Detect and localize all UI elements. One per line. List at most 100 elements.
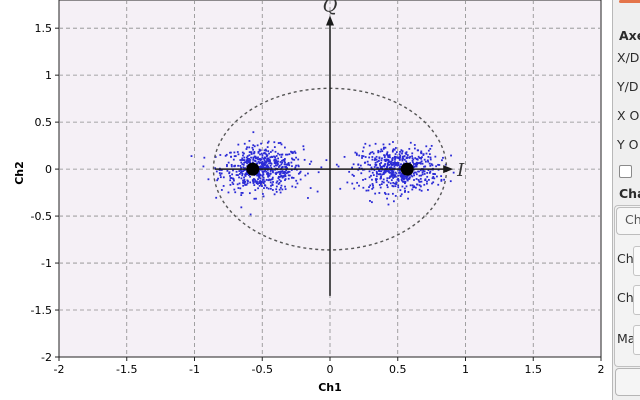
scatter-point xyxy=(433,173,435,175)
scatter-point xyxy=(412,186,415,189)
scatter-point xyxy=(253,197,256,200)
scatter-point xyxy=(267,174,269,177)
scatter-point xyxy=(409,155,411,158)
scatter-point xyxy=(263,180,266,183)
scatter-point xyxy=(278,173,281,176)
scatter-point xyxy=(229,151,231,154)
scatter-point xyxy=(387,181,390,184)
scatter-point xyxy=(248,146,251,149)
scatter-point xyxy=(384,163,386,166)
scatter-point xyxy=(291,165,293,168)
scatter-point xyxy=(281,166,284,169)
scatter-point xyxy=(261,154,264,157)
scatter-point xyxy=(271,176,274,179)
scatter-point xyxy=(290,169,293,171)
scatter-point xyxy=(295,156,297,159)
scatter-point xyxy=(420,180,423,183)
scatter-point xyxy=(362,178,364,181)
scatter-point xyxy=(360,172,363,175)
scatter-point xyxy=(394,162,396,165)
scatter-point xyxy=(283,172,286,174)
scatter-point xyxy=(400,149,403,152)
scatter-point xyxy=(215,196,218,199)
tab-channel[interactable]: Ch xyxy=(616,207,640,235)
scatter-point xyxy=(238,170,241,172)
scatter-point xyxy=(403,177,406,180)
scatter-point xyxy=(272,181,274,183)
panel-bottom-button[interactable] xyxy=(615,368,640,396)
scatter-point xyxy=(386,177,389,180)
scatter-point xyxy=(269,156,272,159)
scatter-point xyxy=(335,163,338,166)
scatter-point xyxy=(396,178,399,181)
scatter-point xyxy=(280,163,283,166)
scatter-point xyxy=(372,184,374,187)
scatter-point xyxy=(368,176,371,179)
scatter-point xyxy=(370,166,373,169)
scatter-point xyxy=(240,171,243,174)
scatter-point xyxy=(265,170,268,173)
channel-row-1-field[interactable] xyxy=(633,246,640,276)
scatter-point xyxy=(429,156,432,159)
scatter-point xyxy=(277,175,280,178)
scatter-point xyxy=(429,147,432,150)
scatter-point xyxy=(232,158,235,161)
scatter-point xyxy=(393,155,396,158)
scatter-point xyxy=(357,163,360,166)
scatter-point xyxy=(233,188,236,191)
scatter-point xyxy=(400,174,403,177)
scatter-point xyxy=(253,155,256,158)
marker-select[interactable] xyxy=(633,325,640,355)
scatter-point xyxy=(404,191,406,193)
scatter-point xyxy=(394,185,397,188)
scatter-point xyxy=(274,160,277,163)
i-axis-label: I xyxy=(456,160,465,181)
scatter-point xyxy=(247,180,249,183)
scatter-point xyxy=(412,161,414,164)
scatter-point xyxy=(243,156,246,159)
scatter-point xyxy=(263,159,266,162)
scatter-point xyxy=(368,170,371,173)
autoscale-checkbox[interactable] xyxy=(619,165,632,178)
x-tick-label: 1.5 xyxy=(525,363,543,376)
scatter-point xyxy=(240,170,243,173)
scatter-point xyxy=(369,164,371,166)
scatter-point xyxy=(237,187,240,189)
scatter-point xyxy=(432,181,435,184)
scatter-point xyxy=(262,173,265,176)
channel-row-2-field[interactable] xyxy=(633,285,640,315)
scatter-point xyxy=(260,161,263,164)
scatter-point xyxy=(392,148,395,151)
scatter-point xyxy=(278,170,280,173)
grid-lines xyxy=(59,0,601,357)
scatter-point xyxy=(277,152,279,155)
scatter-point xyxy=(257,178,259,181)
scatter-point xyxy=(317,171,320,174)
scatter-point xyxy=(245,183,248,186)
scatter-point xyxy=(403,187,406,190)
scatter-point xyxy=(419,169,422,172)
scatter-point xyxy=(216,179,219,182)
scatter-point xyxy=(413,144,416,146)
scatter-point xyxy=(413,171,416,174)
scatter-point xyxy=(267,165,270,168)
scatter-point xyxy=(269,181,272,184)
scatter-point xyxy=(397,178,400,181)
scatter-point xyxy=(264,167,267,169)
scatter-point xyxy=(412,163,415,165)
scatter-point xyxy=(263,170,265,173)
scatter-point xyxy=(273,165,276,168)
scatter-point xyxy=(248,151,251,153)
scatter-point xyxy=(252,159,255,161)
scatter-point xyxy=(278,178,281,181)
scatter-point xyxy=(379,186,382,189)
scatter-point xyxy=(428,172,431,174)
scatter-point xyxy=(252,148,254,151)
scatter-point xyxy=(278,188,281,191)
scatter-point xyxy=(265,149,268,152)
scatter-point xyxy=(398,153,401,156)
scatter-point xyxy=(431,182,433,185)
scatter-point xyxy=(281,159,283,162)
scatter-point xyxy=(379,164,382,167)
scatter-point xyxy=(418,188,421,191)
